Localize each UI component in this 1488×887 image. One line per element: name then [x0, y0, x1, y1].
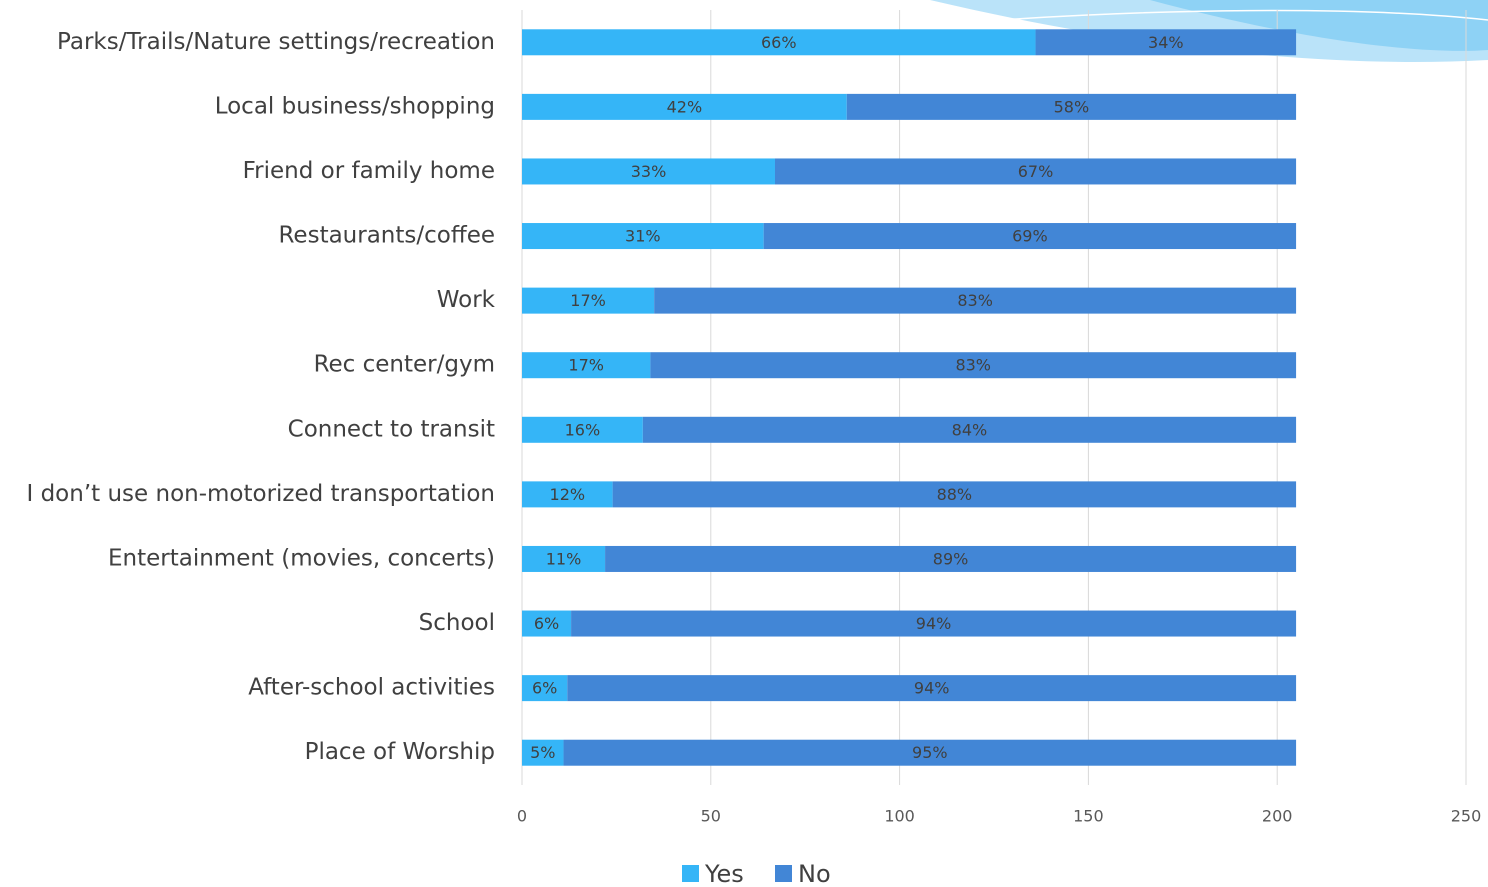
bar — [763, 223, 1297, 250]
bar — [612, 481, 1297, 508]
value-label: 94% — [914, 679, 950, 698]
value-label: 17% — [570, 291, 606, 310]
y-tick-label: Entertainment (movies, concerts) — [108, 545, 495, 571]
value-label: 66% — [761, 33, 797, 52]
x-tick-label: 50 — [701, 807, 721, 826]
y-tick-label: Local business/shopping — [215, 93, 495, 119]
bar — [522, 416, 643, 443]
bar — [654, 287, 1297, 314]
y-tick-label: Work — [437, 287, 496, 313]
value-label: 67% — [1018, 162, 1054, 181]
value-label: 83% — [955, 356, 991, 375]
y-tick-label: School — [419, 610, 495, 636]
value-label: 5% — [530, 743, 555, 762]
bar — [650, 352, 1297, 379]
value-label: 95% — [912, 743, 948, 762]
value-label: 6% — [532, 679, 557, 698]
value-label: 89% — [933, 549, 969, 568]
y-tick-label: Place of Worship — [305, 739, 495, 765]
value-label: 11% — [546, 549, 582, 568]
bar — [522, 739, 564, 766]
bar — [563, 739, 1297, 766]
value-label: 17% — [568, 356, 604, 375]
bar — [522, 481, 613, 508]
bar — [522, 158, 775, 185]
bar — [642, 416, 1297, 443]
bar — [571, 610, 1297, 637]
bar — [522, 287, 655, 314]
x-tick-label: 0 — [517, 807, 527, 826]
y-tick-label: Connect to transit — [288, 416, 495, 442]
legend-label: No — [798, 860, 831, 887]
value-label: 83% — [957, 291, 993, 310]
value-label: 94% — [916, 614, 952, 633]
y-tick-label: After-school activities — [248, 675, 495, 701]
y-tick-label: Friend or family home — [243, 158, 495, 184]
y-tick-label: Restaurants/coffee — [278, 223, 495, 249]
value-label: 6% — [534, 614, 559, 633]
value-label: 58% — [1054, 97, 1090, 116]
bar — [522, 352, 651, 379]
bar — [522, 93, 847, 120]
bar — [1035, 29, 1297, 56]
bar — [522, 29, 1036, 56]
bar — [522, 223, 764, 250]
x-tick-label: 100 — [884, 807, 915, 826]
bar — [774, 158, 1297, 185]
x-tick-label: 250 — [1451, 807, 1482, 826]
bar — [522, 545, 606, 572]
y-tick-label: Rec center/gym — [314, 352, 495, 378]
x-tick-label: 200 — [1262, 807, 1293, 826]
legend-swatch — [775, 865, 792, 882]
value-label: 34% — [1148, 33, 1184, 52]
value-label: 84% — [952, 420, 988, 439]
bar — [522, 675, 568, 702]
value-label: 88% — [937, 485, 973, 504]
legend-label: Yes — [704, 860, 744, 887]
value-label: 33% — [631, 162, 667, 181]
value-label: 12% — [550, 485, 586, 504]
legend-swatch — [682, 865, 699, 882]
bar — [605, 545, 1297, 572]
value-label: 31% — [625, 227, 661, 246]
y-tick-label: Parks/Trails/Nature settings/recreation — [57, 29, 495, 55]
x-tick-label: 150 — [1073, 807, 1104, 826]
value-label: 16% — [565, 420, 601, 439]
bar — [567, 675, 1297, 702]
y-tick-label: I don’t use non-motorized transportation — [26, 481, 495, 507]
bar — [522, 610, 572, 637]
value-label: 69% — [1012, 227, 1048, 246]
value-label: 42% — [667, 97, 703, 116]
bar — [846, 93, 1297, 120]
